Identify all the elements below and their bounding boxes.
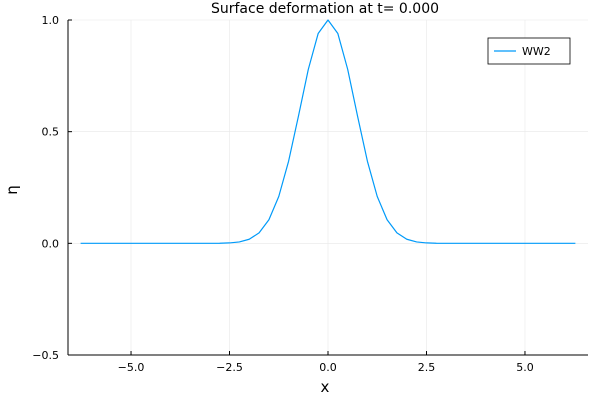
x-tick-label: −2.5 bbox=[216, 361, 243, 374]
x-tick-label: 2.5 bbox=[418, 361, 436, 374]
y-tick-label: 0.5 bbox=[42, 126, 60, 139]
x-tick-label: 5.0 bbox=[516, 361, 534, 374]
x-axis-label: x bbox=[321, 378, 330, 396]
y-tick-label: 0.0 bbox=[42, 237, 60, 250]
legend-label: WW2 bbox=[522, 45, 551, 58]
series-layer bbox=[80, 19, 576, 244]
y-axis-label: η bbox=[3, 185, 21, 195]
series-line-ww2 bbox=[80, 19, 576, 244]
x-tick-label: −5.0 bbox=[118, 361, 145, 374]
ticks: −5.0 −2.5 0.0 2.5 5.0 −0.5 0.0 0.5 1.0 bbox=[32, 14, 533, 374]
y-tick-label: 1.0 bbox=[42, 14, 60, 27]
y-tick-label: −0.5 bbox=[32, 349, 59, 362]
legend: WW2 bbox=[487, 37, 571, 65]
chart-title: Surface deformation at t= 0.000 bbox=[211, 1, 439, 17]
x-tick-label: 0.0 bbox=[319, 361, 337, 374]
